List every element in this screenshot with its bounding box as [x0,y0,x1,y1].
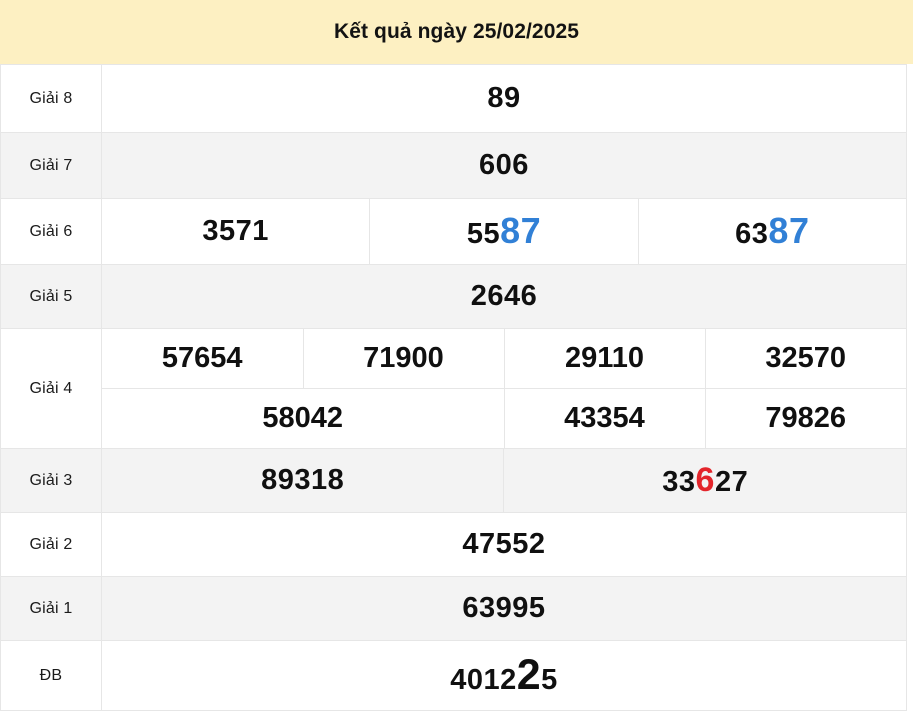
prize-value-4-7: 79826 [704,388,906,448]
prize-value-4-3: 29110 [503,329,706,389]
prize-label-2: Giải 2 [0,512,102,577]
prize-value-4-6: 43354 [503,388,706,448]
digits-highlight: 2 [516,651,542,699]
prize-value-6-1: 3571 [100,198,371,265]
digits-highlight: 6 [695,460,715,499]
table-row-prize-db: ĐB 401225 [0,640,907,711]
prize-value-4-5: 58042 [102,388,505,448]
table-row-prize-6: Giải 6 3571 5587 6387 [0,198,908,265]
prize-value-1: 63995 [101,576,907,641]
prize-value-3-2: 33627 [503,448,907,513]
digits-plain: 63 [735,217,769,250]
prize-value-3-1: 89318 [100,448,505,513]
prize-label-8: Giải 8 [0,64,102,133]
digits-highlight: 87 [768,209,810,251]
prize-value-4-container: 57654 71900 29110 32570 58042 43354 7982… [101,328,907,449]
page-title: Kết quả ngày 25/02/2025 [333,20,580,43]
digits-plain: 55 [466,217,501,250]
prize-value-4-1: 57654 [102,329,304,389]
prize-value-4-4: 32570 [704,329,906,389]
prize-label-4: Giải 4 [0,328,102,449]
digits-highlight: 87 [500,209,542,251]
digits-plain: 27 [714,465,749,498]
prize-value-6-2: 5587 [369,198,639,265]
table-row-prize-8: Giải 8 89 [0,64,907,133]
prize-label-6: Giải 6 [0,198,102,265]
prize-label-7: Giải 7 [0,132,102,199]
prize-value-5: 2646 [101,264,907,329]
prize-value-4-2: 71900 [302,329,505,389]
table-row-prize-7: Giải 7 606 [0,132,907,199]
prize-value-8: 89 [101,64,907,133]
prize-value-db: 401225 [101,640,907,711]
digits-plain: 5 [541,664,558,696]
prize-label-1: Giải 1 [0,576,102,641]
prize-value-7: 606 [101,132,907,199]
table-row-prize-3: Giải 3 89318 33627 [0,448,907,513]
digits-plain: 4012 [450,664,517,696]
result-header: Kết quả ngày 25/02/2025 [0,0,913,64]
lottery-results-table: Giải 8 89 Giải 7 606 Giải 6 3571 5587 63… [0,64,908,711]
prize-label-db: ĐB [0,640,102,711]
prize-4-subrow-2: 58042 43354 79826 [102,388,906,448]
prize-4-subgrid: 57654 71900 29110 32570 58042 43354 7982… [102,329,906,448]
table-row-prize-2: Giải 2 47552 [0,512,907,577]
table-row-prize-5: Giải 5 2646 [0,264,907,329]
prize-4-subrow-1: 57654 71900 29110 32570 [102,329,906,389]
table-row-prize-4: Giải 4 57654 71900 29110 32570 58042 [0,328,907,449]
prize-value-6-3: 6387 [637,198,908,265]
table-row-prize-1: Giải 1 63995 [0,576,907,641]
prize-label-5: Giải 5 [0,264,102,329]
prize-label-3: Giải 3 [0,448,102,513]
prize-value-2: 47552 [101,512,907,577]
digits-plain: 3571 [202,215,269,247]
digits-plain: 33 [662,465,696,498]
